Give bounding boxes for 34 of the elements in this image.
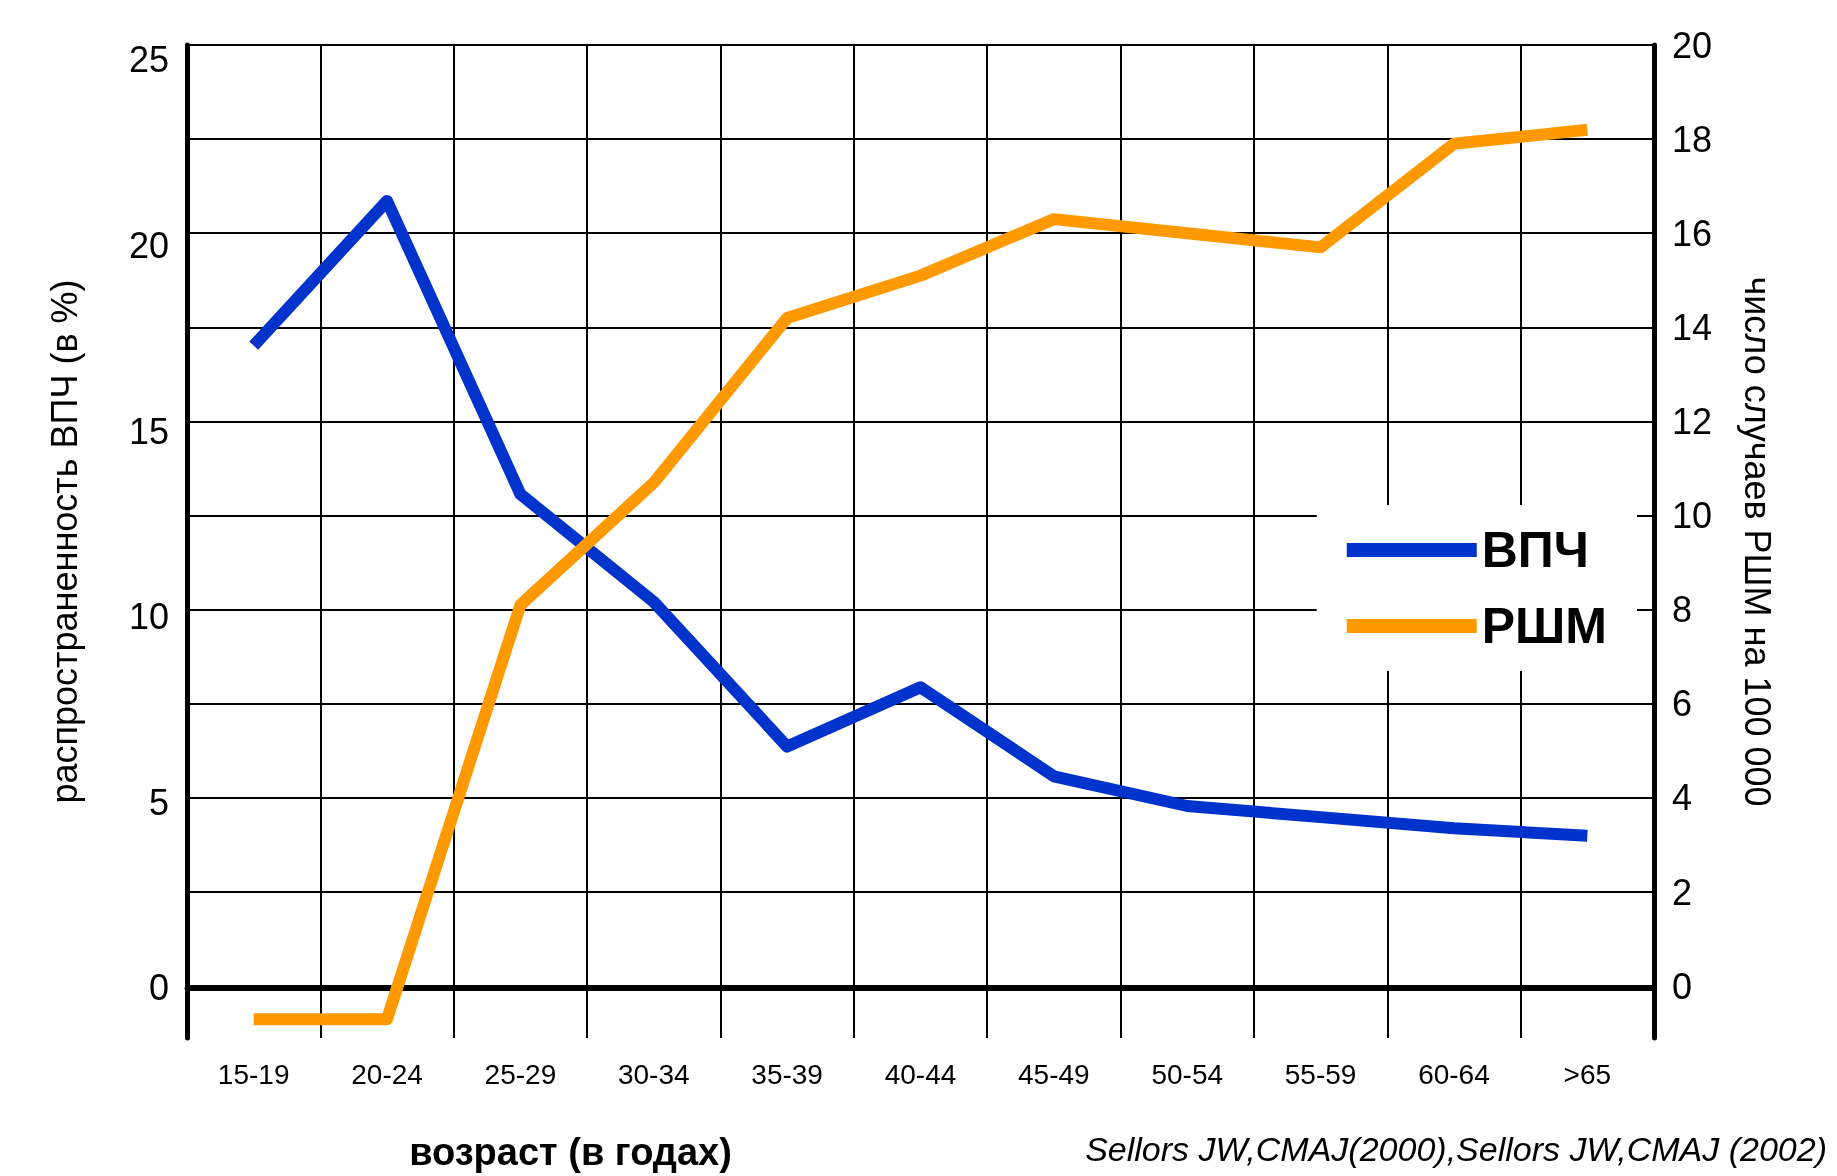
y2-tick-label: 12 <box>1672 400 1713 442</box>
x-tick-label: 60-64 <box>1418 1058 1490 1090</box>
y2-tick-label: 8 <box>1672 589 1693 631</box>
legend-label: ВПЧ <box>1481 522 1589 578</box>
y2-tick-label: 4 <box>1672 777 1693 819</box>
x-tick-label: 15-19 <box>217 1058 290 1090</box>
y2-tick-label: 2 <box>1672 871 1693 913</box>
y-tick-label: 10 <box>128 596 169 638</box>
x-tick-label: 30-34 <box>617 1058 690 1090</box>
x-tick-label: 50-54 <box>1151 1058 1224 1090</box>
y-tick-label: 20 <box>128 224 169 266</box>
y2-tick-label: 10 <box>1672 495 1713 537</box>
x-axis-title: возраст (в годах) <box>409 1131 732 1173</box>
x-tick-label: 55-59 <box>1284 1058 1357 1090</box>
x-tick-label: 35-39 <box>751 1058 823 1090</box>
y2-tick-label: 0 <box>1672 965 1693 1007</box>
y2-tick-label: 6 <box>1672 683 1693 725</box>
y-tick-label: 25 <box>128 39 169 81</box>
x-tick-label: 20-24 <box>351 1058 423 1090</box>
y-tick-label: 5 <box>148 781 169 823</box>
x-tick-label: 25-29 <box>484 1058 557 1090</box>
y-tick-label: 0 <box>148 967 169 1009</box>
y2-tick-label: 20 <box>1672 24 1713 66</box>
legend-label: РШМ <box>1481 598 1608 654</box>
y2-tick-label: 14 <box>1672 306 1713 348</box>
x-tick-label: 45-49 <box>1018 1058 1090 1090</box>
y-tick-label: 15 <box>128 410 169 452</box>
y2-axis-title: число случаев РШМ на 100 000 <box>1736 276 1778 807</box>
y2-tick-label: 18 <box>1672 118 1713 160</box>
y-axis-title: распространенность ВПЧ (в %) <box>43 279 85 804</box>
text: Sellors JW,CMAJ(2000),Sellors JW,CMAJ (2002) <box>1085 1130 1827 1168</box>
x-tick-label: >65 <box>1563 1058 1612 1090</box>
x-tick-label: 40-44 <box>884 1058 957 1090</box>
y2-tick-label: 16 <box>1672 212 1713 254</box>
